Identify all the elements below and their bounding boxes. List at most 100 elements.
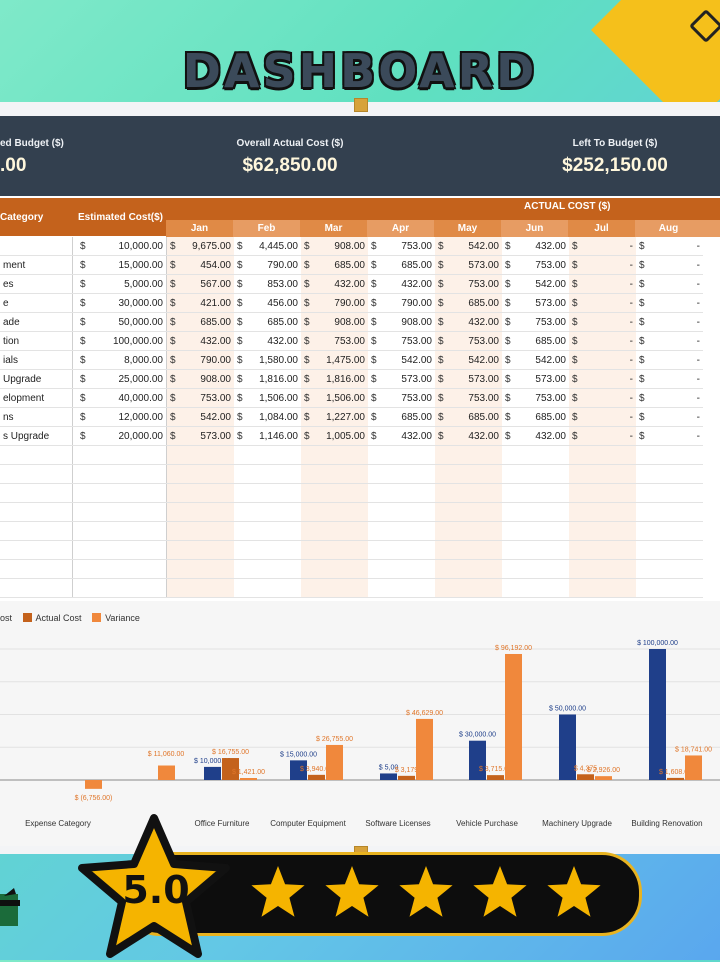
estimated-cell[interactable]: $20,000.00 [72,426,167,446]
month-cell[interactable]: $432.00 [435,426,502,446]
month-cell[interactable] [435,559,502,579]
month-cell[interactable] [636,445,703,465]
month-cell[interactable]: $542.00 [435,350,502,370]
estimated-cell[interactable] [72,578,167,598]
month-cell[interactable]: $1,506.00 [301,388,368,408]
month-cell[interactable] [502,559,569,579]
month-cell[interactable]: $908.00 [368,312,435,332]
month-cell[interactable]: $685.00 [502,331,569,351]
month-cell[interactable]: $454.00 [166,255,234,275]
month-cell[interactable]: $ - [569,388,636,408]
month-cell[interactable] [301,502,368,522]
month-cell[interactable] [435,445,502,465]
month-cell[interactable] [166,578,234,598]
month-cell[interactable] [368,502,435,522]
category-cell[interactable]: e [0,293,73,313]
estimated-cell[interactable]: $10,000.00 [72,237,167,256]
month-cell[interactable] [636,578,703,598]
month-cell[interactable]: $4,445.00 [234,237,301,256]
month-cell[interactable] [166,521,234,541]
month-cell[interactable]: $542.00 [502,274,569,294]
category-cell[interactable]: s Upgrade [0,426,73,446]
month-cell[interactable] [234,521,301,541]
month-cell[interactable]: $573.00 [166,426,234,446]
estimated-cell[interactable] [72,445,167,465]
month-cell[interactable]: $753.00 [502,388,569,408]
month-cell[interactable]: $685.00 [435,293,502,313]
month-cell[interactable]: $1,005.00 [301,426,368,446]
estimated-cell[interactable]: $50,000.00 [72,312,167,332]
month-cell[interactable]: $432.00 [166,331,234,351]
month-cell[interactable] [435,521,502,541]
category-cell[interactable] [0,237,73,256]
estimated-cell[interactable] [72,502,167,522]
month-cell[interactable]: $ - [569,312,636,332]
month-cell[interactable] [234,483,301,503]
category-cell[interactable]: ade [0,312,73,332]
month-cell[interactable]: $432.00 [502,237,569,256]
month-cell[interactable] [368,464,435,484]
month-cell[interactable]: $ - [636,331,703,351]
month-cell[interactable]: $ - [636,426,703,446]
month-cell[interactable]: $9,675.00 [166,237,234,256]
estimated-cell[interactable]: $5,000.00 [72,274,167,294]
month-cell[interactable]: $853.00 [234,274,301,294]
month-cell[interactable] [234,502,301,522]
month-cell[interactable]: $1,506.00 [234,388,301,408]
month-cell[interactable] [636,540,703,560]
month-cell[interactable] [166,464,234,484]
month-cell[interactable] [166,540,234,560]
month-cell[interactable] [166,445,234,465]
month-cell[interactable] [234,464,301,484]
month-cell[interactable]: $753.00 [435,388,502,408]
month-cell[interactable] [301,445,368,465]
month-cell[interactable] [166,502,234,522]
estimated-cell[interactable] [72,483,167,503]
category-cell[interactable] [0,502,73,522]
month-cell[interactable]: $753.00 [502,255,569,275]
month-cell[interactable]: $753.00 [435,274,502,294]
month-cell[interactable] [435,540,502,560]
month-cell[interactable]: $1,227.00 [301,407,368,427]
month-cell[interactable]: $ - [569,255,636,275]
category-cell[interactable] [0,540,73,560]
month-cell[interactable]: $753.00 [166,388,234,408]
month-cell[interactable]: $ - [569,293,636,313]
month-cell[interactable]: $573.00 [435,255,502,275]
estimated-cell[interactable] [72,464,167,484]
category-cell[interactable] [0,464,73,484]
month-cell[interactable] [166,559,234,579]
month-cell[interactable]: $ - [636,350,703,370]
category-cell[interactable] [0,578,73,598]
estimated-cell[interactable]: $15,000.00 [72,255,167,275]
category-cell[interactable]: tion [0,331,73,351]
month-cell[interactable] [502,483,569,503]
estimated-cell[interactable] [72,540,167,560]
month-cell[interactable]: $685.00 [502,407,569,427]
month-cell[interactable]: $685.00 [166,312,234,332]
month-cell[interactable]: $ - [569,331,636,351]
category-cell[interactable] [0,559,73,579]
category-cell[interactable]: ment [0,255,73,275]
month-cell[interactable] [569,464,636,484]
month-cell[interactable]: $ - [636,369,703,389]
month-cell[interactable]: $790.00 [234,255,301,275]
month-cell[interactable]: $573.00 [368,369,435,389]
month-cell[interactable] [234,540,301,560]
month-cell[interactable] [569,521,636,541]
month-cell[interactable] [569,445,636,465]
month-cell[interactable]: $456.00 [234,293,301,313]
month-cell[interactable] [301,464,368,484]
month-cell[interactable]: $1,816.00 [301,369,368,389]
month-cell[interactable] [301,578,368,598]
month-cell[interactable]: $685.00 [301,255,368,275]
month-cell[interactable]: $753.00 [301,331,368,351]
month-cell[interactable] [368,578,435,598]
month-cell[interactable]: $685.00 [368,407,435,427]
category-cell[interactable]: es [0,274,73,294]
month-cell[interactable]: $908.00 [166,369,234,389]
month-cell[interactable]: $542.00 [166,407,234,427]
month-cell[interactable]: $ - [569,369,636,389]
month-cell[interactable]: $790.00 [301,293,368,313]
month-cell[interactable] [368,445,435,465]
